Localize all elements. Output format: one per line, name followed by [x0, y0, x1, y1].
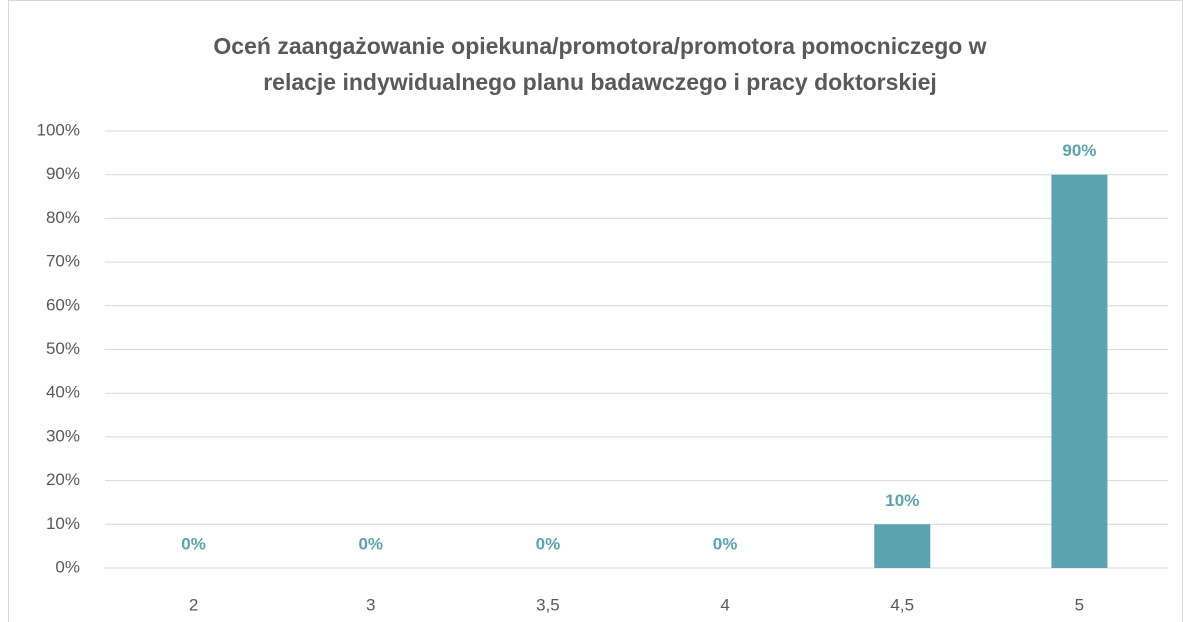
value-label: 0% — [358, 534, 383, 553]
bar — [1051, 174, 1108, 568]
chart-title: Oceń zaangażowanie opiekuna/promotora/pr… — [213, 33, 986, 59]
value-label: 0% — [713, 534, 738, 553]
y-tick-label: 50% — [46, 339, 80, 358]
value-label: 0% — [181, 534, 206, 553]
y-tick-label: 70% — [46, 252, 80, 271]
y-tick-label: 80% — [46, 208, 80, 227]
y-tick-label: 0% — [55, 557, 80, 576]
value-label: 10% — [885, 491, 919, 510]
x-tick-label: 4,5 — [890, 595, 914, 614]
value-label: 90% — [1062, 141, 1096, 160]
x-tick-label: 4 — [720, 595, 729, 614]
bar — [874, 524, 931, 568]
x-tick-label: 2 — [189, 595, 198, 614]
y-tick-label: 100% — [37, 120, 80, 139]
x-tick-label: 3 — [366, 595, 375, 614]
x-tick-label: 5 — [1075, 595, 1084, 614]
y-tick-label: 20% — [46, 470, 80, 489]
y-tick-label: 10% — [46, 514, 80, 533]
value-label: 0% — [536, 534, 561, 553]
chart-title: relacje indywidualnego planu badawczego … — [263, 69, 937, 95]
y-tick-label: 60% — [46, 295, 80, 314]
y-tick-label: 30% — [46, 426, 80, 445]
y-tick-label: 90% — [46, 164, 80, 183]
y-tick-label: 40% — [46, 383, 80, 402]
x-tick-label: 3,5 — [536, 595, 560, 614]
